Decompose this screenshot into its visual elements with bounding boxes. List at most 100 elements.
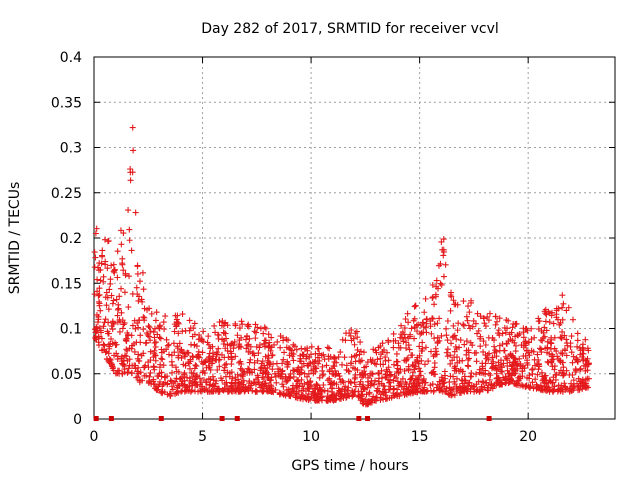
data-point bbox=[246, 359, 253, 366]
data-point bbox=[397, 389, 404, 396]
data-point bbox=[442, 261, 449, 268]
data-point bbox=[350, 335, 357, 342]
data-point bbox=[106, 359, 113, 366]
data-point bbox=[489, 354, 496, 361]
data-point bbox=[409, 384, 416, 391]
data-point bbox=[430, 388, 437, 395]
data-point bbox=[245, 341, 252, 348]
data-point bbox=[428, 348, 435, 355]
data-point bbox=[475, 327, 482, 334]
data-point bbox=[557, 357, 564, 364]
data-point bbox=[106, 343, 113, 350]
data-point bbox=[320, 381, 327, 388]
data-point bbox=[461, 341, 468, 348]
data-point bbox=[547, 386, 554, 393]
data-point bbox=[529, 366, 536, 373]
data-point bbox=[106, 286, 113, 293]
data-point bbox=[541, 379, 548, 386]
data-point bbox=[355, 388, 362, 395]
data-point bbox=[191, 320, 198, 327]
data-point bbox=[308, 381, 315, 388]
data-point bbox=[164, 391, 171, 398]
data-point bbox=[443, 325, 450, 332]
data-point bbox=[449, 334, 456, 341]
data-point bbox=[465, 303, 472, 310]
data-point bbox=[512, 348, 519, 355]
data-point bbox=[282, 373, 289, 380]
gap-marker bbox=[356, 416, 362, 421]
data-point bbox=[329, 385, 336, 392]
data-point bbox=[391, 385, 398, 392]
data-point bbox=[224, 369, 231, 376]
data-point bbox=[390, 337, 397, 344]
data-point bbox=[561, 332, 568, 339]
data-point bbox=[557, 385, 564, 392]
data-point bbox=[565, 304, 572, 311]
data-point bbox=[148, 310, 155, 317]
data-point bbox=[541, 308, 548, 315]
data-point bbox=[188, 387, 195, 394]
data-point bbox=[314, 345, 321, 352]
data-point bbox=[383, 366, 390, 373]
gap-marker bbox=[108, 416, 114, 421]
data-point bbox=[547, 345, 554, 352]
data-point bbox=[228, 383, 235, 390]
data-point bbox=[396, 380, 403, 387]
data-point bbox=[228, 361, 235, 368]
data-point bbox=[265, 331, 272, 338]
data-point bbox=[308, 367, 315, 374]
data-point bbox=[147, 337, 154, 344]
data-point bbox=[102, 349, 109, 356]
data-point bbox=[412, 388, 419, 395]
data-point bbox=[352, 371, 359, 378]
data-point bbox=[127, 166, 134, 172]
data-point bbox=[516, 355, 523, 362]
data-point bbox=[259, 388, 266, 395]
data-point bbox=[444, 337, 451, 344]
data-point bbox=[293, 346, 300, 353]
data-point bbox=[193, 343, 200, 350]
data-point bbox=[331, 354, 338, 361]
data-point bbox=[221, 329, 228, 336]
data-point bbox=[359, 369, 366, 376]
data-point bbox=[152, 317, 159, 324]
data-point bbox=[174, 345, 181, 352]
data-point bbox=[151, 340, 158, 347]
data-point bbox=[121, 289, 128, 296]
data-point bbox=[408, 383, 415, 390]
data-point bbox=[134, 368, 141, 375]
data-point bbox=[482, 379, 489, 386]
data-point bbox=[397, 344, 404, 351]
data-point bbox=[196, 332, 203, 339]
data-point bbox=[140, 326, 147, 333]
data-point bbox=[219, 377, 226, 384]
data-point bbox=[560, 300, 567, 307]
data-point bbox=[118, 358, 125, 365]
data-point bbox=[303, 355, 310, 362]
data-point bbox=[433, 277, 440, 284]
data-point bbox=[570, 353, 577, 360]
data-point bbox=[98, 260, 105, 267]
data-point bbox=[549, 387, 556, 394]
data-point bbox=[261, 324, 268, 331]
data-point bbox=[229, 340, 236, 347]
data-point bbox=[201, 387, 208, 394]
data-point bbox=[563, 367, 570, 374]
data-point bbox=[455, 320, 462, 327]
y-tick-label: 0.1 bbox=[60, 322, 82, 338]
data-point bbox=[385, 339, 392, 346]
data-point bbox=[110, 297, 117, 304]
data-point bbox=[510, 354, 517, 361]
data-point bbox=[152, 357, 159, 364]
data-point bbox=[393, 374, 400, 381]
data-point bbox=[168, 352, 175, 359]
data-point bbox=[348, 326, 355, 333]
data-point bbox=[542, 383, 549, 390]
data-point bbox=[512, 333, 519, 340]
data-point bbox=[138, 352, 145, 359]
data-point bbox=[561, 346, 568, 353]
data-point bbox=[345, 384, 352, 391]
data-point bbox=[326, 368, 333, 375]
data-point bbox=[162, 379, 169, 386]
data-point bbox=[362, 401, 369, 408]
